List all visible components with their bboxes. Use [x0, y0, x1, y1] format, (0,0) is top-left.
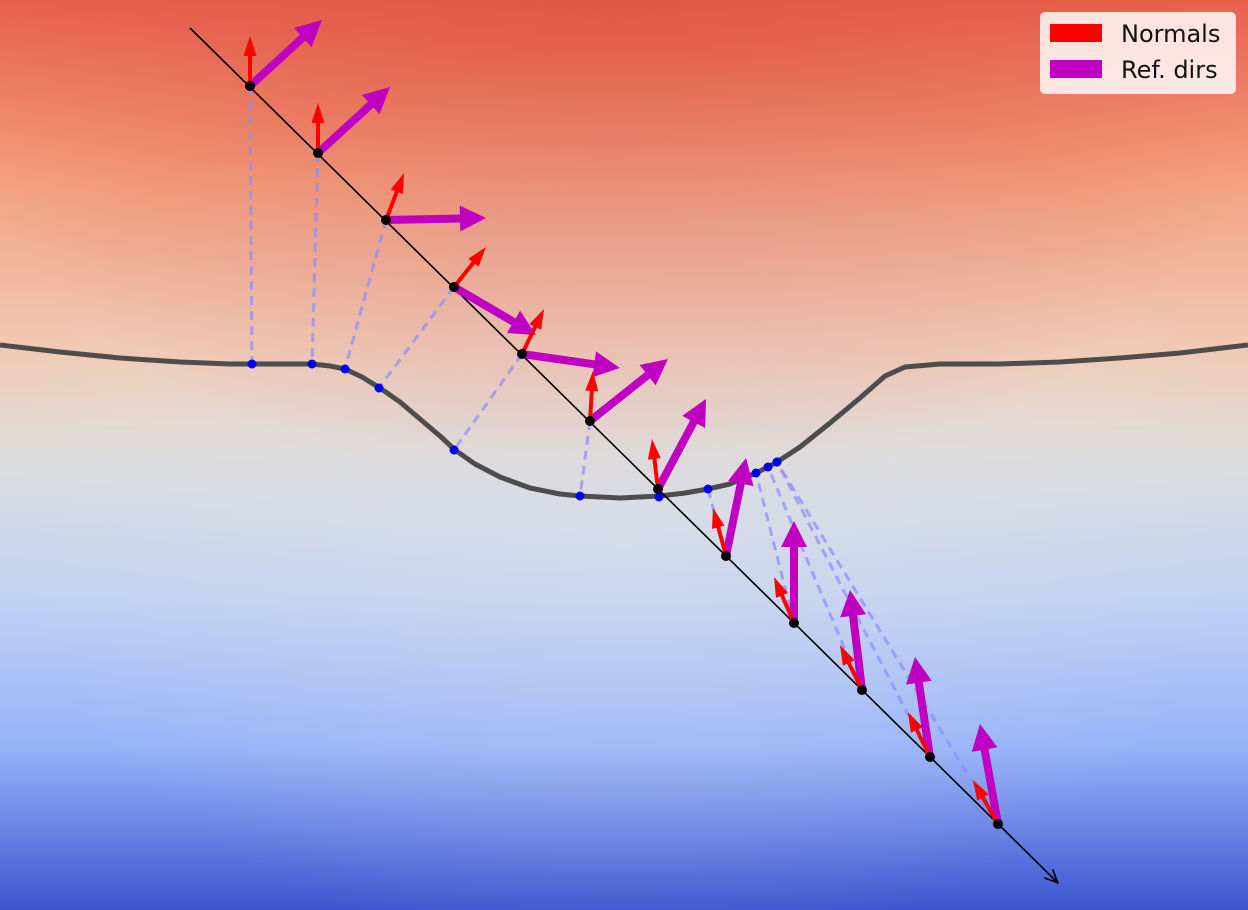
projection-point-6 — [575, 491, 585, 501]
sample-point-9 — [789, 618, 799, 628]
ref-dir-arrow-5 — [521, 350, 620, 378]
sample-point-7 — [653, 484, 663, 494]
projection-point-9 — [751, 468, 761, 478]
ray-line — [189, 27, 1060, 885]
projection-point-2 — [307, 359, 317, 369]
projection-point-12 — [772, 457, 782, 467]
projection-line-6 — [578, 420, 592, 497]
projection-point-8 — [703, 484, 713, 494]
projection-line-2 — [310, 152, 320, 365]
sample-point-11 — [925, 752, 935, 762]
projection-line-3 — [343, 219, 388, 370]
projection-point-4 — [374, 383, 384, 393]
legend-swatch-ref-dirs — [1050, 60, 1102, 78]
normal-arrow-7 — [647, 439, 661, 490]
normal-arrow-1 — [243, 36, 257, 86]
projection-line-4 — [377, 286, 456, 389]
ref-dir-arrow-3 — [385, 205, 486, 232]
normal-arrow-9 — [774, 577, 796, 624]
ref-dir-arrow-4 — [452, 283, 536, 335]
projection-point-3 — [340, 364, 350, 374]
normal-arrow-10 — [840, 645, 864, 691]
sample-point-8 — [721, 551, 731, 561]
sample-point-10 — [857, 685, 867, 695]
projection-line-9 — [754, 472, 796, 624]
projection-line-1 — [248, 85, 254, 365]
normal-arrow-6 — [585, 371, 599, 422]
projection-line-10 — [766, 466, 864, 691]
sample-point-6 — [585, 416, 595, 426]
legend-swatch-normals — [1050, 24, 1102, 42]
legend: Normals Ref. dirs — [1040, 12, 1236, 94]
normal-arrows — [243, 36, 1000, 825]
ref-dir-arrow-6 — [587, 359, 668, 425]
sample-point-1 — [245, 81, 255, 91]
normal-arrow-11 — [908, 712, 932, 758]
ref-dir-arrow-10 — [840, 590, 866, 691]
normal-arrow-4 — [452, 247, 486, 289]
ref-dir-arrow-1 — [247, 20, 322, 89]
legend-label-normals: Normals — [1121, 20, 1220, 48]
ref-dir-arrow-11 — [906, 657, 934, 758]
surface-curve — [0, 342, 1248, 501]
projection-line-5 — [452, 353, 524, 451]
ref-dir-arrow-2 — [315, 87, 390, 156]
normal-arrow-8 — [712, 508, 728, 557]
sample-point-3 — [381, 215, 391, 225]
normal-arrow-2 — [311, 103, 325, 153]
legend-label-ref-dirs: Ref. dirs — [1121, 56, 1218, 84]
ref-dir-arrow-9 — [781, 521, 807, 623]
sample-points — [245, 81, 1003, 829]
projection-line-12 — [775, 461, 1000, 825]
ref-dir-arrow-7 — [654, 399, 706, 491]
projection-point-1 — [247, 359, 257, 369]
ref-dir-arrow-12 — [971, 724, 1002, 825]
ref-dir-arrow-8 — [722, 458, 754, 557]
projection-points — [247, 359, 782, 502]
projection-point-10 — [763, 462, 773, 472]
normal-arrow-3 — [384, 173, 404, 221]
sample-point-5 — [517, 349, 527, 359]
sample-point-2 — [313, 148, 323, 158]
normal-arrow-12 — [973, 780, 1000, 825]
sample-point-4 — [449, 282, 459, 292]
projection-point-5 — [449, 445, 459, 455]
normal-arrow-5 — [520, 309, 544, 355]
projection-point-7 — [654, 492, 664, 502]
sample-point-12 — [993, 819, 1003, 829]
ref-dir-arrows — [247, 20, 1002, 825]
